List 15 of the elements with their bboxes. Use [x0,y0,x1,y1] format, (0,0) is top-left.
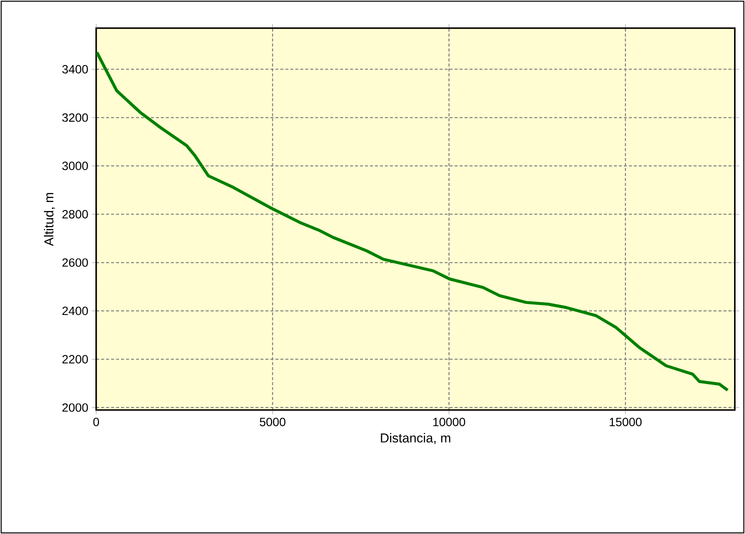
x-tick-label: 5000 [260,418,286,426]
y-tick-label: 3000 [62,162,88,170]
y-tick-label: 3400 [62,64,88,74]
y-tick-label: 2200 [62,354,88,364]
y-tick-label: 2400 [62,306,88,316]
x-axis-title: Distancia, m [380,432,450,444]
y-tick-label: 3200 [62,113,88,122]
y-tick-label: 2800 [62,210,88,218]
line-series [96,50,730,392]
x-tick-label: 15000 [610,418,642,426]
x-tick-label: 0 [93,418,100,426]
y-tick-label: 2600 [62,258,88,267]
y-axis-title: Altitud, m [44,192,55,246]
x-tick-label: 10000 [433,418,466,426]
y-tick-label: 2000 [62,403,88,412]
